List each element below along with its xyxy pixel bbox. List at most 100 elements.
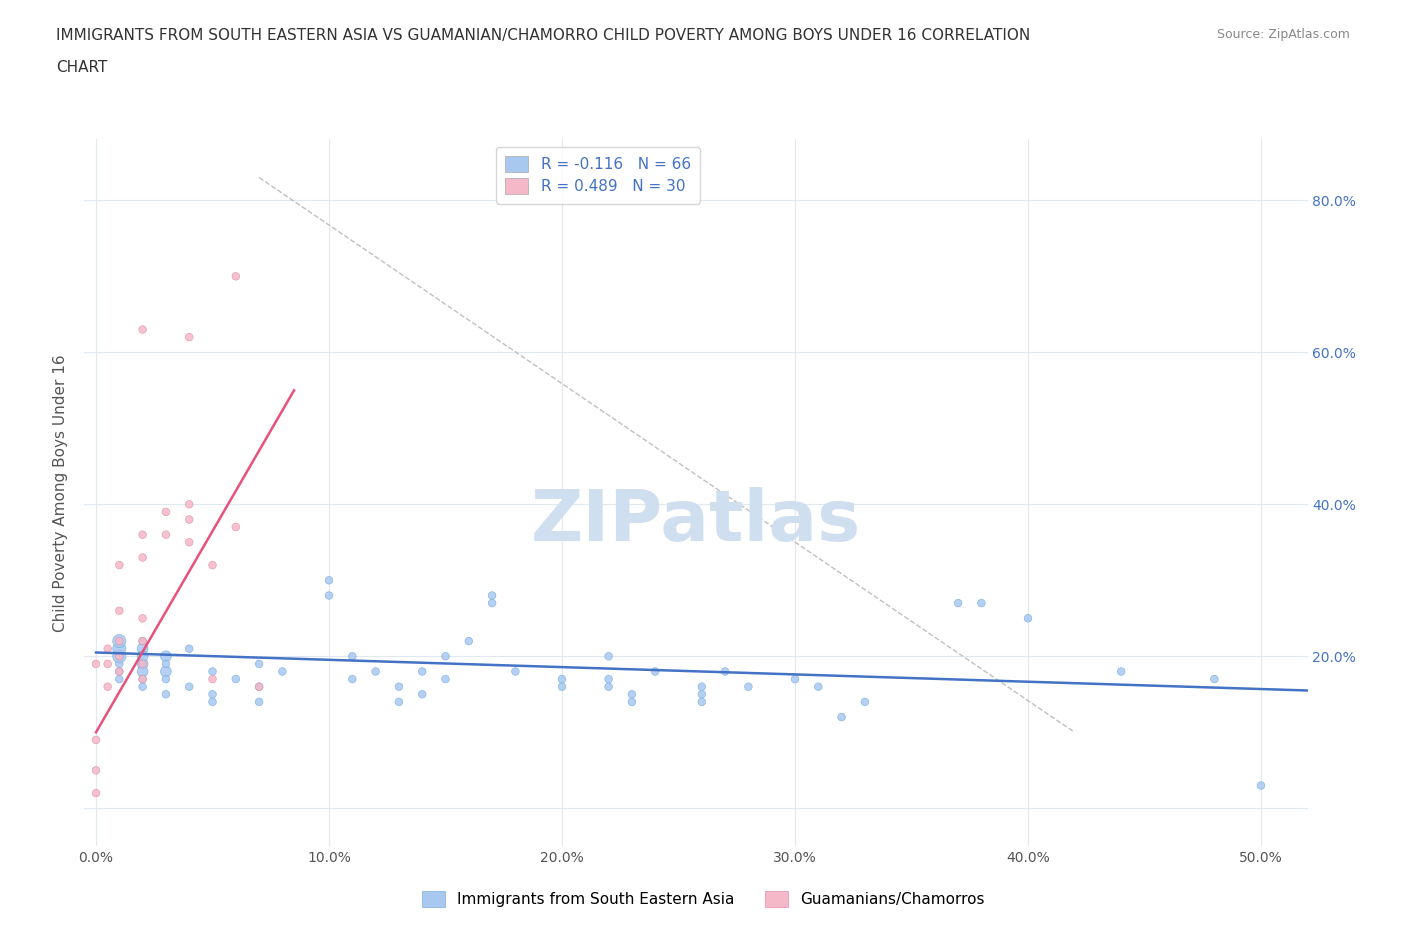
Point (434, 649, 457, 664)
Point (598, 649, 620, 664)
Point (201, 695, 224, 710)
Point (1250, 778, 1272, 793)
Point (131, 633, 153, 648)
Point (318, 573, 340, 588)
Point (131, 611, 153, 626)
Point (97, 657, 120, 671)
Point (131, 642, 153, 657)
Point (247, 657, 270, 671)
Point (108, 633, 131, 648)
Text: ZIPatlas: ZIPatlas (531, 486, 860, 555)
Point (108, 642, 131, 657)
Point (131, 679, 153, 694)
Text: IMMIGRANTS FROM SOUTH EASTERN ASIA VS GUAMANIAN/CHAMORRO CHILD POVERTY AMONG BOY: IMMIGRANTS FROM SOUTH EASTERN ASIA VS GU… (56, 28, 1031, 43)
Point (84, 733, 107, 748)
Point (505, 664, 527, 679)
Point (1204, 671, 1226, 686)
Text: Source: ZipAtlas.com: Source: ZipAtlas.com (1216, 28, 1350, 41)
Point (318, 588, 340, 603)
Point (131, 527, 153, 542)
Point (108, 558, 131, 573)
Point (481, 588, 503, 603)
Point (108, 649, 131, 664)
Point (131, 657, 153, 671)
Point (108, 604, 131, 618)
Point (84, 786, 107, 801)
Point (411, 687, 433, 702)
Point (620, 695, 643, 710)
Point (84, 657, 107, 671)
Point (1017, 611, 1039, 626)
Point (831, 710, 853, 724)
Point (690, 695, 713, 710)
Text: CHART: CHART (56, 60, 108, 75)
Point (271, 664, 294, 679)
Point (225, 671, 247, 686)
Point (388, 679, 411, 694)
Point (131, 664, 153, 679)
Point (388, 695, 411, 710)
Point (108, 664, 131, 679)
Point (342, 649, 364, 664)
Point (179, 679, 201, 694)
Point (1109, 664, 1132, 679)
Point (131, 657, 153, 671)
Y-axis label: Child Poverty Among Boys Under 16: Child Poverty Among Boys Under 16 (53, 354, 69, 631)
Point (131, 550, 153, 565)
Point (783, 671, 806, 686)
Point (247, 679, 270, 694)
Point (970, 595, 993, 610)
Point (644, 664, 666, 679)
Point (946, 595, 969, 610)
Legend: Immigrants from South Eastern Asia, Guamanians/Chamorros: Immigrants from South Eastern Asia, Guam… (416, 884, 990, 913)
Legend: R = -0.116   N = 66, R = 0.489   N = 30: R = -0.116 N = 66, R = 0.489 N = 30 (496, 147, 700, 204)
Point (179, 329, 201, 344)
Point (481, 595, 503, 610)
Point (131, 633, 153, 648)
Point (598, 679, 620, 694)
Point (131, 671, 153, 686)
Point (97, 642, 120, 657)
Point (201, 558, 224, 573)
Point (108, 657, 131, 671)
Point (434, 671, 457, 686)
Point (225, 520, 247, 535)
Point (342, 671, 364, 686)
Point (620, 687, 643, 702)
Point (714, 664, 737, 679)
Point (155, 649, 177, 664)
Point (108, 633, 131, 648)
Point (108, 649, 131, 664)
Point (97, 679, 120, 694)
Point (247, 679, 270, 694)
Point (201, 671, 224, 686)
Point (179, 642, 201, 657)
Point (155, 504, 177, 519)
Point (598, 671, 620, 686)
Point (131, 322, 153, 337)
Point (131, 649, 153, 664)
Point (551, 679, 574, 694)
Point (155, 664, 177, 679)
Point (201, 664, 224, 679)
Point (131, 671, 153, 686)
Point (179, 497, 201, 512)
Point (84, 763, 107, 777)
Point (225, 269, 247, 284)
Point (155, 657, 177, 671)
Point (108, 671, 131, 686)
Point (690, 687, 713, 702)
Point (201, 687, 224, 702)
Point (457, 633, 479, 648)
Point (179, 535, 201, 550)
Point (155, 671, 177, 686)
Point (737, 679, 759, 694)
Point (364, 664, 387, 679)
Point (690, 679, 713, 694)
Point (807, 679, 830, 694)
Point (179, 512, 201, 527)
Point (155, 687, 177, 702)
Point (853, 695, 876, 710)
Point (551, 671, 574, 686)
Point (108, 664, 131, 679)
